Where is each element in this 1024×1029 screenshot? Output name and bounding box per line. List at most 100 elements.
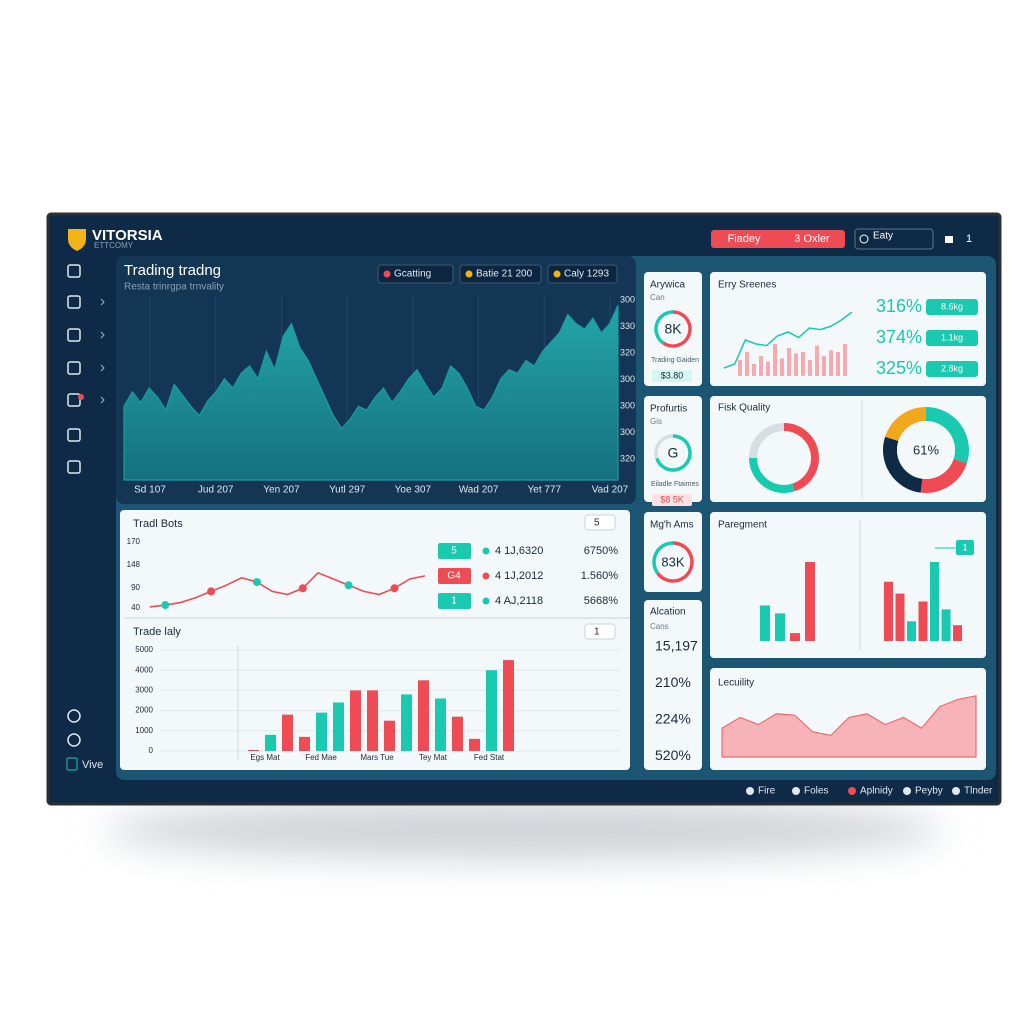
x-tick-label: Wad 207 [459,485,499,496]
pill-label: $3.80 [661,370,684,380]
bar [265,734,276,751]
card-title: Fisk Quality [718,403,770,414]
point [207,587,216,596]
row-value: 4 AJ,2118 [495,595,543,607]
donut-segment [656,541,694,583]
row-value: 4 1J,6320 [495,545,543,557]
x-tick-label: Yet 777 [528,485,562,496]
bar [829,350,833,376]
bar [469,738,480,751]
bar [787,348,791,376]
x-tick-label: Yoe 307 [395,485,432,496]
row-badge-label: 1 [451,596,457,607]
filter-label[interactable]: Gcatting [394,269,431,280]
footer-icon [903,787,911,795]
panel [120,510,630,770]
nav-icon [66,757,78,771]
filter-label[interactable]: Caly 1293 [564,269,609,280]
area [123,304,619,481]
allocation-value: 15,197 [655,638,698,654]
x-tick-label: Sd 107 [134,485,166,496]
row-badge-label: 5 [451,546,457,557]
area [721,695,977,758]
bar [790,633,800,641]
footer-icon [792,787,800,795]
y-tick-label: 5000 [135,645,153,654]
bar [435,698,446,751]
x-tick-label: Jud 207 [198,485,234,496]
x-tick-label: Vad 207 [592,485,629,496]
row-dot [482,547,490,555]
y-tick-label: 148 [127,560,141,569]
donut-segment [654,434,674,459]
bar [452,716,463,751]
lock-icon [945,236,953,243]
bar [801,352,805,376]
nav-icon[interactable] [67,295,81,309]
nav-icon[interactable] [67,460,81,474]
logo [68,229,86,251]
donut-segment [652,541,674,575]
gauge-label: 83K [661,554,684,569]
bar [384,720,395,751]
nav-icon[interactable] [67,361,81,375]
account-name[interactable]: Eaty [873,231,893,242]
filter-pill [459,264,542,284]
stat-badge-label: 2.8kg [941,363,963,373]
bar [836,352,840,376]
nav-arrow [100,331,105,339]
bar [815,345,819,376]
donut-segment [925,407,969,464]
dropdown-label[interactable]: 5 [594,518,600,529]
footer-icon [746,787,754,795]
row-pct: 6750% [584,545,618,557]
point [298,584,307,593]
bar [248,749,259,751]
header-button-label[interactable]: 3 Oxler [794,233,830,245]
card-sub: Cans [650,622,669,631]
bar [808,360,812,376]
row-pct: 1.560% [581,570,619,582]
nav-icon[interactable] [67,733,81,747]
footer-link[interactable]: Tlnder [964,786,993,797]
footer-link[interactable]: Fire [758,786,776,797]
footer-icon [848,787,856,795]
y-tick-label: 320 [620,347,635,357]
row-badge [438,568,471,584]
footer-link[interactable]: Aplnidy [860,786,893,797]
shadow [104,800,944,860]
sidebar-footer[interactable]: Vive [82,759,103,771]
nav-icon[interactable] [67,393,81,407]
bar [745,352,749,376]
filter-label[interactable]: Batie 21 200 [476,269,533,280]
bar [843,344,847,376]
donut-segment [920,458,967,493]
footer-link[interactable]: Foles [804,786,828,797]
footer-icon [952,787,960,795]
y-tick-label: 170 [127,537,141,546]
bar [738,360,742,376]
bar [282,714,293,751]
bar [760,605,770,641]
bar [775,613,785,641]
card [710,272,986,386]
nav-icon[interactable] [67,428,81,442]
bar [316,712,327,751]
header-button-label[interactable]: Fiadey [727,233,761,245]
stat-badge-label: 1.1kg [941,332,963,342]
nav-icon[interactable] [67,328,81,342]
row-badge [438,593,471,609]
stat-value: 374% [876,327,922,347]
nav-icon[interactable] [67,264,81,278]
footer-link[interactable]: Peyby [915,786,943,797]
bar [503,660,514,751]
filter-pill [377,264,454,284]
dropdown-label[interactable]: 1 [594,627,600,638]
card [644,600,702,770]
brand-name: VITORSIA [92,227,163,244]
y-tick-label: 3000 [135,686,153,695]
x-tick-label: Mars Tue [360,753,394,762]
nav-icon[interactable] [67,709,81,723]
